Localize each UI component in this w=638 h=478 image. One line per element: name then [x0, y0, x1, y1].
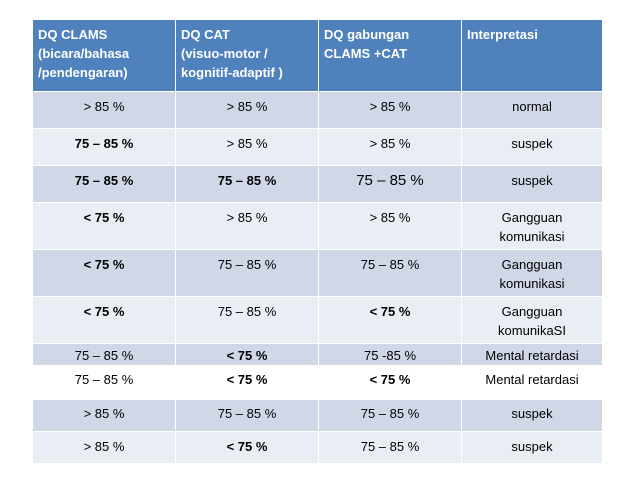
cell-clams: < 75 % [32, 296, 176, 344]
cell-clams: < 75 % [32, 249, 176, 297]
cell-interpretasi: suspek [461, 165, 603, 203]
cell-cat: 75 – 85 % [175, 296, 319, 344]
header-interpretasi: Interpretasi [461, 19, 603, 92]
cell-clams: 75 – 85 % [32, 165, 176, 203]
cell-clams: 75 – 85 % [32, 343, 176, 366]
table-row: < 75 % 75 – 85 % 75 – 85 % Gangguan komu… [32, 249, 603, 297]
cell-interpretasi: Gangguan komunikasi [461, 249, 603, 297]
cell-gabungan: 75 -85 % [318, 343, 462, 366]
cell-cat: < 75 % [175, 365, 319, 400]
header-line: DQ gabungan [324, 27, 410, 42]
cell-clams: < 75 % [32, 202, 176, 250]
header-line: Interpretasi [467, 27, 538, 42]
cell-clams: > 85 % [32, 91, 176, 129]
table-row: < 75 % > 85 % > 85 % Gangguan komunikasi [32, 202, 603, 250]
cell-gabungan: > 85 % [318, 91, 462, 129]
header-line: (visuo-motor / [181, 46, 268, 61]
table-row: 75 – 85 % < 75 % 75 -85 % Mental retarda… [32, 343, 603, 366]
header-line: CLAMS +CAT [324, 46, 408, 61]
cell-gabungan: 75 – 85 % [318, 249, 462, 297]
cell-gabungan: 75 – 85 % [318, 165, 462, 203]
cell-cat: > 85 % [175, 128, 319, 166]
header-line: DQ CAT [181, 27, 230, 42]
header-dq-clams: DQ CLAMS (bicara/bahasa /pendengaran) [32, 19, 176, 92]
dq-interpretation-table: DQ CLAMS (bicara/bahasa /pendengaran) DQ… [32, 19, 603, 464]
header-dq-gabungan: DQ gabungan CLAMS +CAT [318, 19, 462, 92]
cell-gabungan: < 75 % [318, 296, 462, 344]
header-line: DQ CLAMS [38, 27, 108, 42]
cell-interpretasi: suspek [461, 399, 603, 432]
cell-cat: < 75 % [175, 343, 319, 366]
cell-clams: 75 – 85 % [32, 365, 176, 400]
cell-cat: < 75 % [175, 431, 319, 464]
cell-gabungan: < 75 % [318, 365, 462, 400]
header-line: kognitif-adaptif ) [181, 65, 283, 80]
header-row: DQ CLAMS (bicara/bahasa /pendengaran) DQ… [32, 19, 603, 92]
cell-cat: 75 – 85 % [175, 249, 319, 297]
header-dq-cat: DQ CAT (visuo-motor / kognitif-adaptif ) [175, 19, 319, 92]
cell-cat: 75 – 85 % [175, 399, 319, 432]
cell-interpretasi: normal [461, 91, 603, 129]
cell-clams: 75 – 85 % [32, 128, 176, 166]
cell-interpretasi: Gangguan komunikasi [461, 202, 603, 250]
table-row: < 75 % 75 – 85 % < 75 % Gangguan komunik… [32, 296, 603, 344]
cell-interpretasi: Mental retardasi [461, 365, 603, 400]
cell-cat: 75 – 85 % [175, 165, 319, 203]
cell-gabungan: 75 – 85 % [318, 431, 462, 464]
cell-clams: > 85 % [32, 399, 176, 432]
cell-gabungan: > 85 % [318, 128, 462, 166]
cell-cat: > 85 % [175, 91, 319, 129]
cell-interpretasi: suspek [461, 431, 603, 464]
header-line: /pendengaran) [38, 65, 128, 80]
header-line: (bicara/bahasa [38, 46, 130, 61]
cell-interpretasi: Gangguan komunikaSI [461, 296, 603, 344]
cell-interpretasi: Mental retardasi [461, 343, 603, 366]
cell-cat: > 85 % [175, 202, 319, 250]
table-row: > 85 % < 75 % 75 – 85 % suspek [32, 431, 603, 464]
table-row: > 85 % 75 – 85 % 75 – 85 % suspek [32, 399, 603, 432]
cell-gabungan: > 85 % [318, 202, 462, 250]
table-row: 75 – 85 % 75 – 85 % 75 – 85 % suspek [32, 165, 603, 203]
cell-clams: > 85 % [32, 431, 176, 464]
table-row: 75 – 85 % < 75 % < 75 % Mental retardasi [32, 365, 603, 400]
cell-interpretasi: suspek [461, 128, 603, 166]
cell-gabungan: 75 – 85 % [318, 399, 462, 432]
table-row: > 85 % > 85 % > 85 % normal [32, 91, 603, 129]
table-row: 75 – 85 % > 85 % > 85 % suspek [32, 128, 603, 166]
